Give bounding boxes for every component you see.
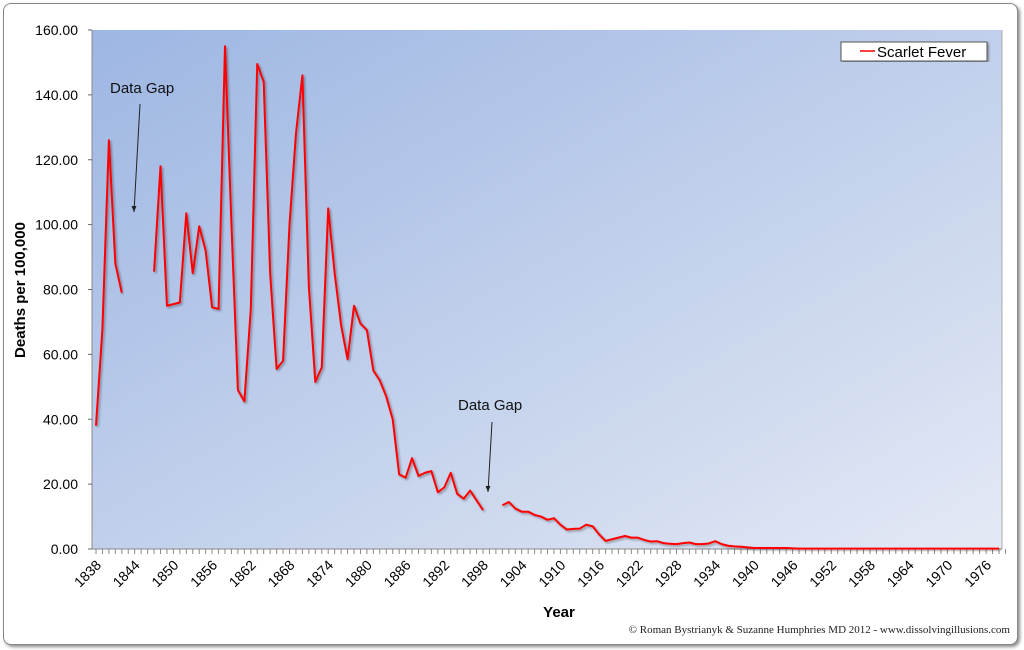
legend-box <box>840 41 988 62</box>
copyright-credit: © Roman Bystrianyk & Suzanne Humphries M… <box>628 624 1010 636</box>
x-tick-label: 1886 <box>380 557 413 590</box>
x-tick-label: 1928 <box>651 557 684 590</box>
data-gap-annotation: Data Gap <box>110 80 174 97</box>
legend: Scarlet Fever <box>840 41 988 62</box>
x-tick-label: 1880 <box>342 557 375 590</box>
y-tick-label: 80.00 <box>43 282 78 298</box>
series-line-segment <box>501 500 999 550</box>
x-tick-label: 1922 <box>613 557 646 590</box>
x-tick-label: 1940 <box>729 557 762 590</box>
y-tick-label: 160.00 <box>35 22 78 38</box>
annotation-arrow <box>487 421 493 493</box>
data-gap-annotation: Data Gap <box>458 397 522 414</box>
series-line-segment <box>153 45 484 511</box>
x-tick-label: 1958 <box>845 557 878 590</box>
x-tick-label: 1874 <box>303 557 336 590</box>
y-tick-label: 40.00 <box>43 411 78 427</box>
x-tick-label: 1850 <box>148 557 181 590</box>
x-tick-label: 1862 <box>226 557 259 590</box>
y-axis-title: Deaths per 100,000 <box>12 222 29 358</box>
arrowhead-icon <box>131 206 137 212</box>
x-tick-label: 1838 <box>71 557 104 590</box>
x-tick-label: 1844 <box>109 557 142 590</box>
x-tick-label: 1946 <box>767 557 800 590</box>
x-tick-label: 1952 <box>806 557 839 590</box>
y-tick-label: 20.00 <box>43 476 78 492</box>
annotation-arrow <box>133 103 141 213</box>
x-tick-label: 1892 <box>419 557 452 590</box>
x-tick-label: 1898 <box>458 557 491 590</box>
x-tick-label: 1976 <box>961 557 994 590</box>
plot-area <box>92 30 1002 549</box>
x-tick-label: 1916 <box>574 557 607 590</box>
x-tick-label: 1868 <box>264 557 297 590</box>
x-axis-title: Year <box>543 604 575 621</box>
legend-label: Scarlet Fever <box>877 44 966 61</box>
arrowhead-icon <box>485 486 491 492</box>
x-tick-label: 1970 <box>922 557 955 590</box>
x-tick-label: 1904 <box>496 557 529 590</box>
x-tick-label: 1856 <box>187 557 220 590</box>
x-tick-label: 1964 <box>883 557 916 590</box>
y-tick-label: 60.00 <box>43 346 78 362</box>
x-tick-label: 1910 <box>535 557 568 590</box>
x-tick-label: 1934 <box>690 557 723 590</box>
y-tick-label: 140.00 <box>35 87 78 103</box>
y-tick-label: 0.00 <box>51 541 78 557</box>
y-tick-label: 100.00 <box>35 217 78 233</box>
y-tick-label: 120.00 <box>35 152 78 168</box>
